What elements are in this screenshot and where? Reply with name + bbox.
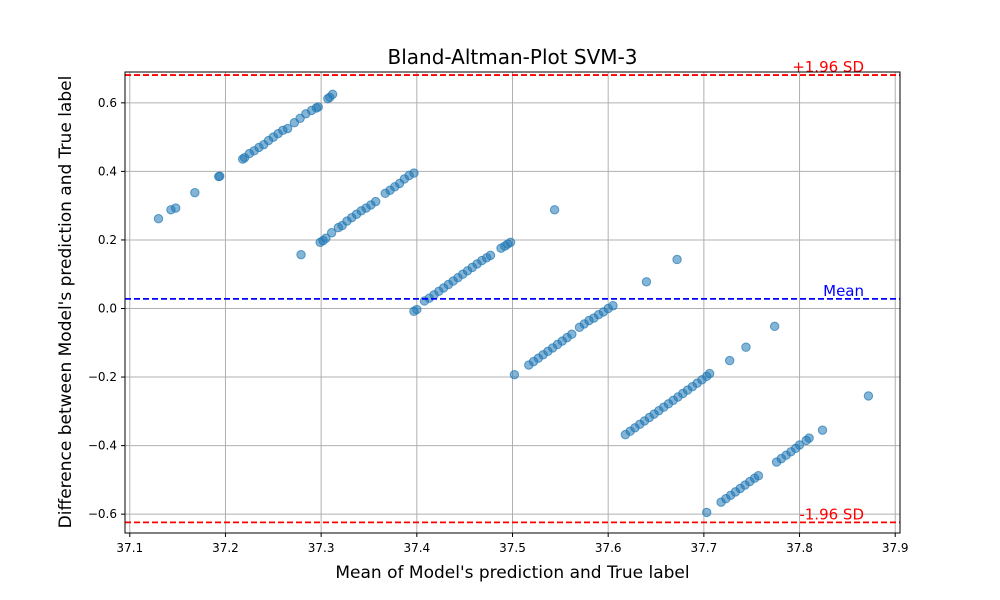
data-point [509,369,520,380]
data-point [704,368,715,379]
x-tick-label: 37.9 [882,541,909,555]
y-tick-label: −0.2 [88,370,117,384]
data-point [282,123,293,134]
data-point [171,203,181,213]
x-tick-label: 37.1 [116,541,143,555]
data-point [804,433,814,443]
y-tick-label: −0.6 [88,507,117,521]
x-tick-label: 37.6 [595,541,622,555]
x-tick-label: 37.7 [690,541,717,555]
data-point [794,440,805,450]
y-axis-label: Difference between Model's prediction an… [56,76,76,529]
data-point [549,205,560,215]
data-point [326,228,337,238]
upper-sd-label: +1.96 SD [792,58,864,76]
data-point [724,355,735,366]
data-point [608,301,618,311]
data-point [741,342,751,352]
grid-lines [125,72,900,533]
data-point [215,171,225,181]
x-tick-label: 37.8 [786,541,813,555]
data-point [321,233,331,243]
data-point [505,237,516,248]
data-point [753,471,764,481]
x-tick-label: 37.2 [212,541,239,555]
data-point [769,321,780,332]
lower-sd-label: -1.96 SD [799,505,864,523]
data-point [313,102,323,112]
x-axis-ticks: 37.1 37.2 37.3 37.4 37.5 37.6 37.7 37.8 37.9 [116,533,909,555]
x-tick-label: 37.5 [499,541,526,555]
data-point [485,250,496,261]
data-point [567,329,577,339]
x-axis-label: Mean of Model's prediction and True labe… [335,563,689,583]
data-point [409,168,419,178]
y-tick-label: 0.0 [98,301,117,315]
y-tick-label: 0.2 [98,233,117,247]
data-points [153,89,874,518]
y-tick-label: 0.6 [98,96,117,110]
data-point [641,277,652,287]
mean-label: Mean [823,282,864,300]
data-point [153,213,164,224]
data-point [327,89,338,99]
data-point [190,187,200,198]
data-point [370,196,381,207]
y-tick-label: −0.4 [88,439,117,453]
data-point [702,507,712,518]
x-tick-label: 37.4 [403,541,430,555]
data-point [817,425,828,435]
data-point [296,249,306,260]
data-point [412,304,422,315]
x-tick-label: 37.3 [308,541,335,555]
y-tick-label: 0.4 [98,164,117,178]
data-point [863,391,874,401]
data-point [672,254,682,265]
chart-title: Bland-Altman-Plot SVM-3 [387,45,637,69]
y-axis-ticks: −0.6 −0.4 −0.2 0.0 0.2 0.4 0.6 [88,96,125,521]
